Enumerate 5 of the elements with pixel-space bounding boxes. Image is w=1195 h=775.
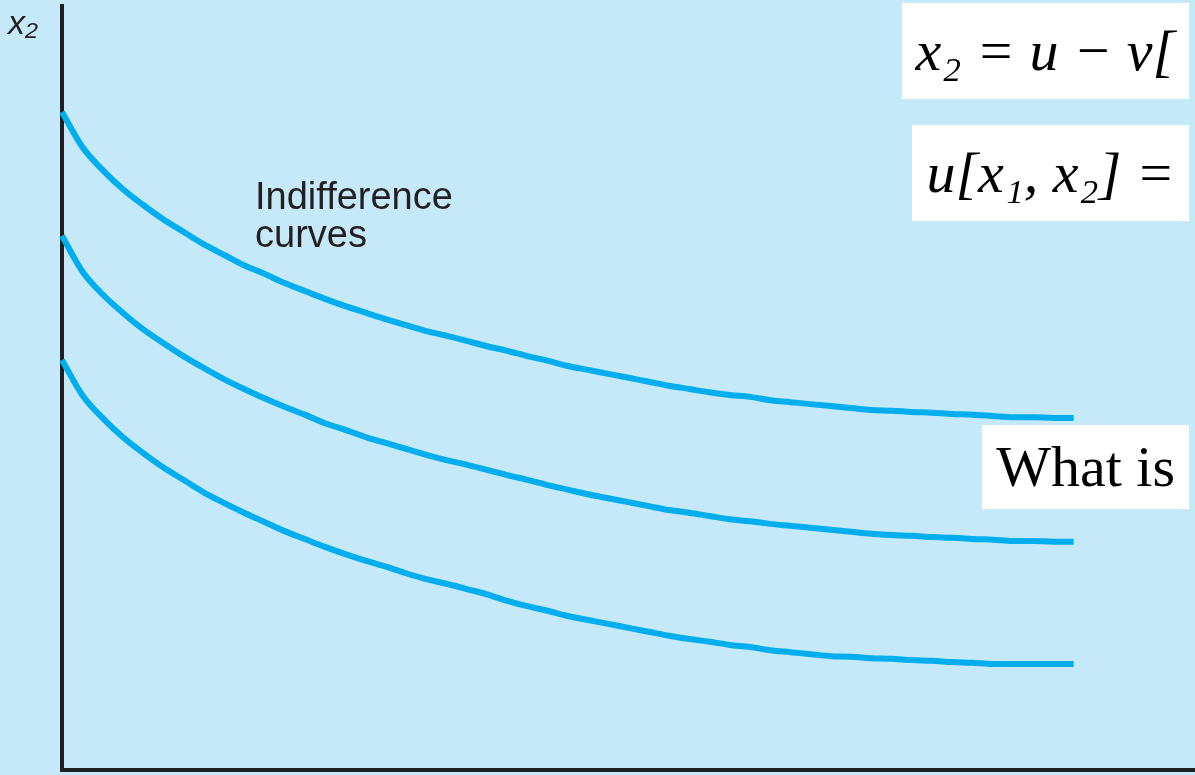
- annotation: What is: [982, 425, 1189, 509]
- y-axis-title: x₂: [8, 2, 38, 42]
- annotation: u[x₁, x₂] =: [912, 125, 1189, 221]
- annotation: Indifference curves: [255, 175, 454, 255]
- text: x₂ = u − v[: [901, 3, 1189, 99]
